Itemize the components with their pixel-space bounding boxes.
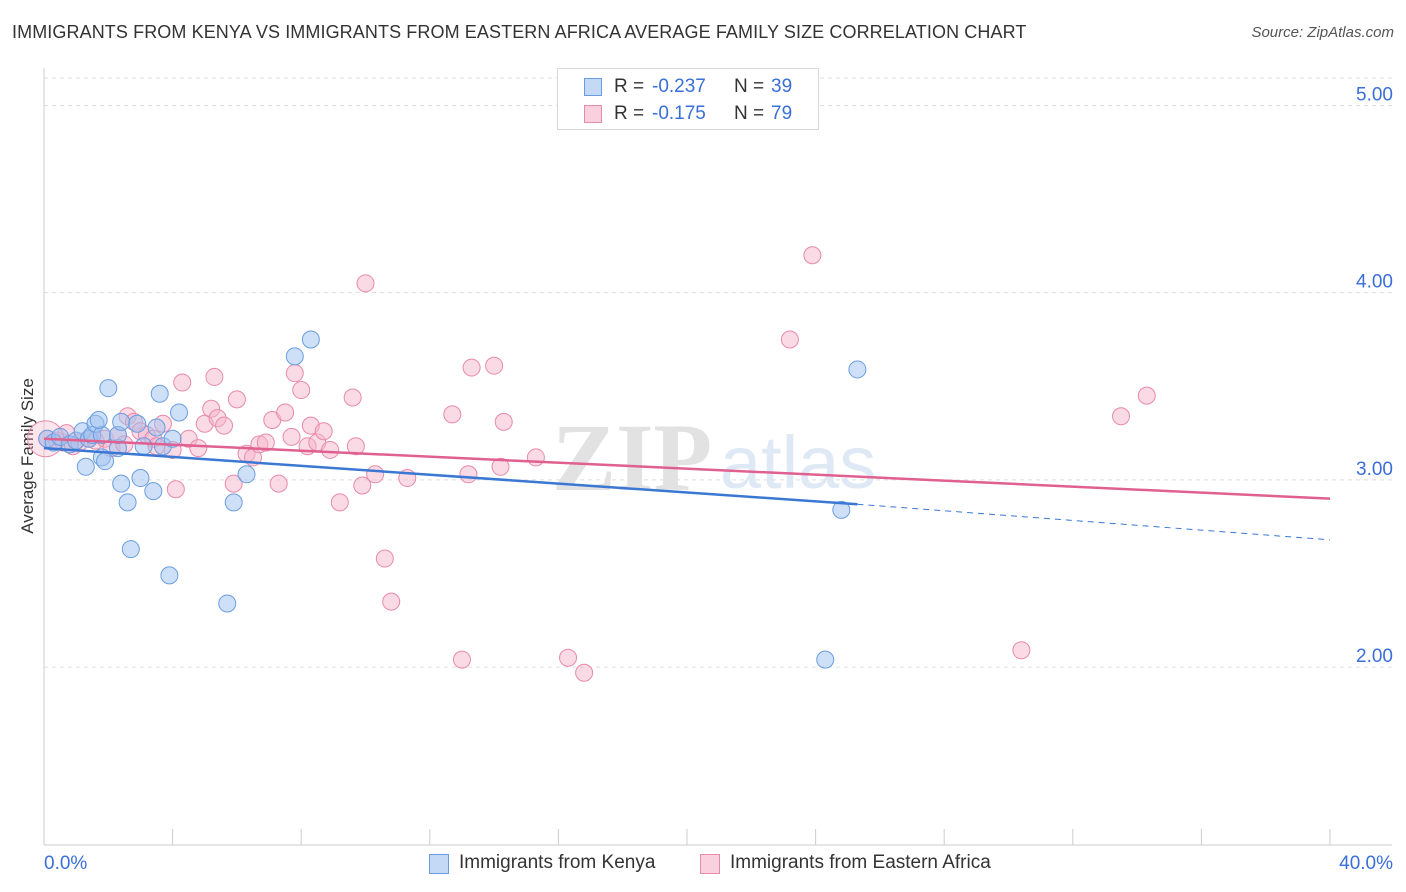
point-kenya [816, 650, 835, 669]
point-kenya [128, 414, 147, 433]
point-eastern-africa [353, 476, 372, 495]
n-label-eastern-africa: N = [734, 103, 765, 124]
point-eastern-africa [780, 330, 799, 349]
point-eastern-africa [343, 388, 362, 407]
point-eastern-africa [189, 439, 208, 458]
legend-swatch-kenya [429, 854, 449, 874]
point-eastern-africa [269, 474, 288, 493]
point-eastern-africa [276, 403, 295, 422]
chart-title: IMMIGRANTS FROM KENYA VS IMMIGRANTS FROM… [12, 22, 1027, 42]
point-eastern-africa [526, 448, 545, 467]
y-tick-label: 5.00 [1356, 84, 1393, 105]
n-value-kenya: 39 [771, 76, 793, 97]
point-kenya [96, 452, 115, 471]
point-kenya [112, 474, 131, 493]
trend-line-eastern-africa [43, 437, 1331, 500]
point-eastern-africa [346, 437, 365, 456]
point-eastern-africa [330, 493, 349, 512]
point-eastern-africa [227, 390, 246, 409]
point-eastern-africa [491, 457, 510, 476]
x-tick-label-min: 0.0% [44, 853, 87, 874]
point-eastern-africa [314, 422, 333, 441]
watermark-atlas: atlas [720, 421, 876, 504]
trend-line-kenya [43, 446, 858, 506]
point-eastern-africa [1137, 386, 1156, 405]
trend-lines [43, 437, 1331, 541]
point-kenya [118, 493, 137, 512]
point-eastern-africa [205, 367, 224, 386]
point-kenya [832, 500, 851, 519]
point-kenya [121, 540, 140, 559]
point-eastern-africa [166, 480, 185, 499]
legend-label-kenya: Immigrants from Kenya [459, 852, 656, 873]
point-kenya [99, 379, 118, 398]
x-tick-label-max: 40.0% [1339, 853, 1393, 874]
point-kenya [147, 418, 166, 437]
r-label-kenya: R = [614, 76, 645, 97]
point-kenya [170, 403, 189, 422]
r-label-eastern-africa: R = [614, 103, 645, 124]
point-eastern-africa [321, 440, 340, 459]
point-kenya [160, 566, 179, 585]
y-tick-label: 4.00 [1356, 272, 1393, 293]
r-value-kenya: -0.237 [652, 76, 706, 97]
x-tick-labels: 0.0% 40.0% [44, 853, 1393, 874]
point-eastern-africa [224, 474, 243, 493]
point-eastern-africa [803, 246, 822, 265]
point-eastern-africa [375, 549, 394, 568]
n-label-kenya: N = [734, 76, 765, 97]
series-kenya-points [38, 330, 867, 669]
point-eastern-africa [452, 650, 471, 669]
point-eastern-africa [575, 663, 594, 682]
point-kenya [131, 469, 150, 488]
r-value-eastern-africa: -0.175 [652, 103, 706, 124]
point-eastern-africa [282, 427, 301, 446]
point-eastern-africa [285, 364, 304, 383]
point-eastern-africa [173, 373, 192, 392]
point-eastern-africa [382, 592, 401, 611]
point-eastern-africa [1012, 641, 1031, 660]
y-tick-label: 3.00 [1356, 459, 1393, 480]
point-kenya [150, 384, 169, 403]
point-eastern-africa [256, 433, 275, 452]
point-kenya [848, 360, 867, 379]
point-kenya [237, 465, 256, 484]
point-kenya [89, 410, 108, 429]
trend-line-kenya-extension [857, 503, 1331, 541]
point-kenya [112, 412, 131, 431]
point-eastern-africa [366, 465, 385, 484]
point-kenya [224, 493, 243, 512]
n-value-eastern-africa: 79 [771, 103, 793, 124]
point-eastern-africa [1112, 407, 1131, 426]
point-eastern-africa [215, 416, 234, 435]
point-kenya [144, 482, 163, 501]
legend-label-eastern-africa: Immigrants from Eastern Africa [730, 852, 991, 873]
swatch-kenya [584, 78, 602, 96]
y-tick-label: 2.00 [1356, 646, 1393, 667]
point-eastern-africa [485, 356, 504, 375]
point-kenya [76, 457, 95, 476]
point-eastern-africa [443, 405, 462, 424]
watermark-zip: ZIP [552, 404, 712, 511]
point-eastern-africa [292, 381, 311, 400]
point-eastern-africa [462, 358, 481, 377]
swatch-eastern-africa [584, 105, 602, 123]
point-kenya [163, 429, 182, 448]
point-eastern-africa [494, 412, 513, 431]
point-kenya [301, 330, 320, 349]
point-eastern-africa [459, 465, 478, 484]
chart-source: Source: ZipAtlas.com [1251, 24, 1394, 41]
point-kenya [285, 347, 304, 366]
legend-swatch-eastern-africa [700, 854, 720, 874]
y-tick-labels: 2.00 3.00 4.00 5.00 [1356, 84, 1393, 667]
stats-legend: R = -0.237 N = 39 R = -0.175 N = 79 [557, 68, 819, 130]
point-eastern-africa [559, 648, 578, 667]
grid-lines [44, 77, 1392, 668]
point-kenya [134, 437, 153, 456]
point-kenya [218, 594, 237, 613]
point-eastern-africa [356, 274, 375, 293]
